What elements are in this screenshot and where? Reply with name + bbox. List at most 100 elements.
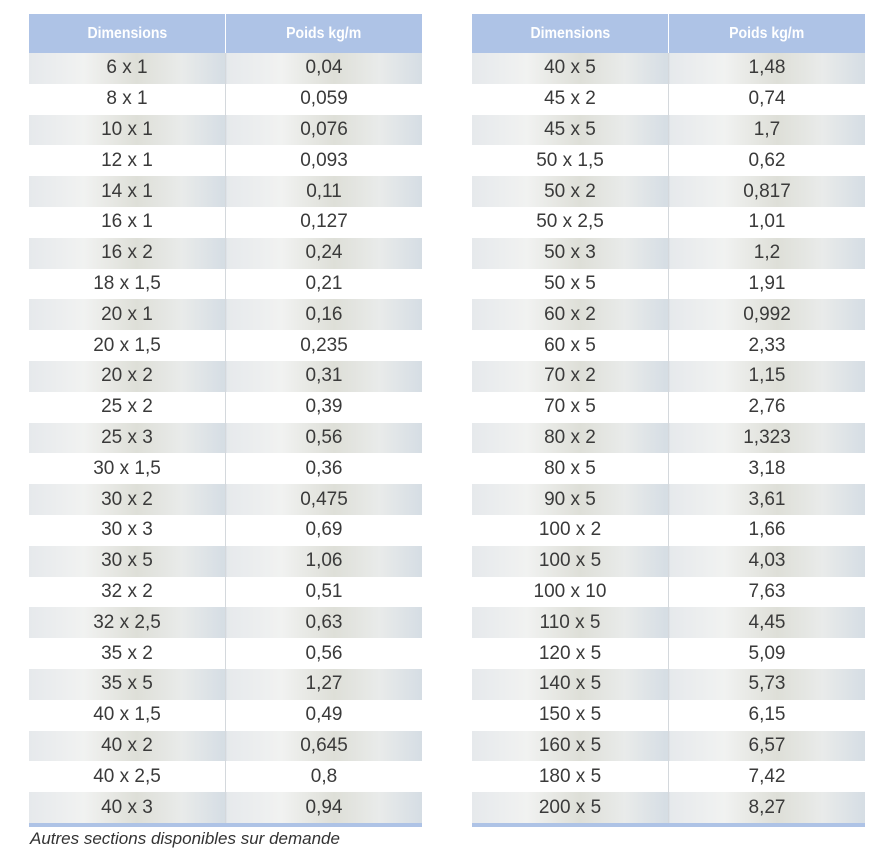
weight-cell: 0,39 bbox=[225, 391, 422, 423]
dimension-cell: 40 x 2 bbox=[29, 730, 226, 762]
dimension-cell: 20 x 1 bbox=[29, 299, 226, 331]
table-row: 50 x 5 1,91 bbox=[472, 268, 865, 300]
column-header-dimensions: Dimensions bbox=[29, 14, 226, 53]
weight-cell: 2,33 bbox=[668, 330, 865, 361]
weight-cell: 1,323 bbox=[668, 422, 865, 454]
table-row: 20 x 1 0,16 bbox=[29, 299, 422, 331]
dimension-cell: 30 x 2 bbox=[29, 484, 226, 515]
footnote: Autres sections disponibles sur demande bbox=[30, 829, 340, 848]
weight-cell: 1,66 bbox=[668, 514, 865, 546]
dimension-cell: 90 x 5 bbox=[472, 484, 669, 515]
dimension-cell: 50 x 3 bbox=[472, 237, 669, 269]
weight-cell: 0,56 bbox=[225, 422, 422, 454]
table-row: 70 x 2 1,15 bbox=[472, 360, 865, 392]
table-row: 32 x 2,5 0,63 bbox=[29, 607, 422, 639]
weight-cell: 0,645 bbox=[225, 730, 422, 762]
weight-cell: 7,63 bbox=[668, 576, 865, 608]
weight-cell: 1,7 bbox=[668, 114, 865, 146]
dimension-cell: 60 x 2 bbox=[472, 299, 669, 331]
right-table: Dimensions Poids kg/m 40 x 5 1,48 45 x 2 0,… bbox=[472, 14, 865, 827]
table-row: 70 x 5 2,76 bbox=[472, 391, 865, 423]
dimension-cell: 20 x 1,5 bbox=[29, 330, 226, 361]
weight-cell: 5,09 bbox=[668, 638, 865, 669]
weight-cell: 0,51 bbox=[225, 576, 422, 608]
table-row: 20 x 2 0,31 bbox=[29, 360, 422, 392]
column-header-dimensions: Dimensions bbox=[472, 14, 669, 53]
weight-cell: 1,15 bbox=[668, 360, 865, 392]
table-row: 90 x 5 3,61 bbox=[472, 484, 865, 515]
dimension-cell: 16 x 1 bbox=[29, 206, 226, 238]
column-header-weight: Poids kg/m bbox=[668, 14, 865, 53]
table-row: 50 x 2,5 1,01 bbox=[472, 206, 865, 238]
table-row: 30 x 3 0,69 bbox=[29, 514, 422, 546]
table-row: 35 x 5 1,27 bbox=[29, 668, 422, 700]
weight-cell: 0,49 bbox=[225, 699, 422, 731]
table-row: 10 x 1 0,076 bbox=[29, 114, 422, 146]
weight-cell: 0,076 bbox=[225, 114, 422, 146]
dimension-cell: 40 x 2,5 bbox=[29, 761, 226, 793]
weight-cell: 0,94 bbox=[225, 792, 422, 827]
table-row: 150 x 5 6,15 bbox=[472, 699, 865, 731]
table-row: 8 x 1 0,059 bbox=[29, 83, 422, 115]
weight-cell: 3,18 bbox=[668, 453, 865, 485]
table-row: 14 x 1 0,11 bbox=[29, 176, 422, 207]
weight-cell: 0,69 bbox=[225, 514, 422, 546]
table-row: 120 x 5 5,09 bbox=[472, 638, 865, 669]
weight-cell: 1,48 bbox=[668, 53, 865, 84]
weight-cell: 7,42 bbox=[668, 761, 865, 793]
dimension-cell: 14 x 1 bbox=[29, 176, 226, 207]
table-row: 30 x 1,5 0,36 bbox=[29, 453, 422, 485]
dimension-cell: 200 x 5 bbox=[472, 792, 669, 827]
table-row: 40 x 2 0,645 bbox=[29, 730, 422, 762]
weight-cell: 1,01 bbox=[668, 206, 865, 238]
table-row: 50 x 3 1,2 bbox=[472, 237, 865, 269]
weight-cell: 8,27 bbox=[668, 792, 865, 827]
table-row: 110 x 5 4,45 bbox=[472, 607, 865, 639]
weight-cell: 0,475 bbox=[225, 484, 422, 515]
table-row: 12 x 1 0,093 bbox=[29, 145, 422, 177]
dimension-cell: 8 x 1 bbox=[29, 83, 226, 115]
weight-cell: 0,059 bbox=[225, 83, 422, 115]
dimension-cell: 18 x 1,5 bbox=[29, 268, 226, 300]
table-row: 45 x 2 0,74 bbox=[472, 83, 865, 115]
dimension-cell: 110 x 5 bbox=[472, 607, 669, 639]
weight-cell: 5,73 bbox=[668, 668, 865, 700]
weight-cell: 0,74 bbox=[668, 83, 865, 115]
table-row: 30 x 5 1,06 bbox=[29, 545, 422, 577]
weight-cell: 0,127 bbox=[225, 206, 422, 238]
dimension-cell: 10 x 1 bbox=[29, 114, 226, 146]
weight-cell: 0,8 bbox=[225, 761, 422, 793]
dimension-cell: 25 x 2 bbox=[29, 391, 226, 423]
weight-cell: 1,06 bbox=[225, 545, 422, 577]
dimension-cell: 35 x 5 bbox=[29, 668, 226, 700]
dimension-cell: 40 x 5 bbox=[472, 53, 669, 84]
table-row: 60 x 2 0,992 bbox=[472, 299, 865, 331]
weight-cell: 0,817 bbox=[668, 176, 865, 207]
weight-cell: 0,21 bbox=[225, 268, 422, 300]
dimension-cell: 32 x 2 bbox=[29, 576, 226, 608]
weight-cell: 0,992 bbox=[668, 299, 865, 331]
weight-cell: 0,63 bbox=[225, 607, 422, 639]
weight-cell: 4,45 bbox=[668, 607, 865, 639]
left-table-body: 6 x 1 0,04 8 x 1 0,059 10 x 1 0,076 12 x 1 0,09… bbox=[29, 53, 422, 827]
header-row: Dimensions Poids kg/m bbox=[472, 14, 865, 53]
dimension-cell: 45 x 2 bbox=[472, 83, 669, 115]
weight-cell: 0,62 bbox=[668, 145, 865, 177]
weight-cell: 0,235 bbox=[225, 330, 422, 361]
dimension-cell: 16 x 2 bbox=[29, 237, 226, 269]
table-row: 25 x 3 0,56 bbox=[29, 422, 422, 454]
dimension-cell: 20 x 2 bbox=[29, 360, 226, 392]
table-row: 45 x 5 1,7 bbox=[472, 114, 865, 146]
table-row: 32 x 2 0,51 bbox=[29, 576, 422, 608]
table-row: 50 x 1,5 0,62 bbox=[472, 145, 865, 177]
dimension-cell: 140 x 5 bbox=[472, 668, 669, 700]
table-row: 40 x 5 1,48 bbox=[472, 53, 865, 84]
dimension-cell: 6 x 1 bbox=[29, 53, 226, 84]
dimension-cell: 80 x 5 bbox=[472, 453, 669, 485]
weight-cell: 0,31 bbox=[225, 360, 422, 392]
weight-cell: 0,24 bbox=[225, 237, 422, 269]
table-row: 80 x 2 1,323 bbox=[472, 422, 865, 454]
weight-cell: 0,36 bbox=[225, 453, 422, 485]
table-row: 100 x 10 7,63 bbox=[472, 576, 865, 608]
table-row: 35 x 2 0,56 bbox=[29, 638, 422, 669]
